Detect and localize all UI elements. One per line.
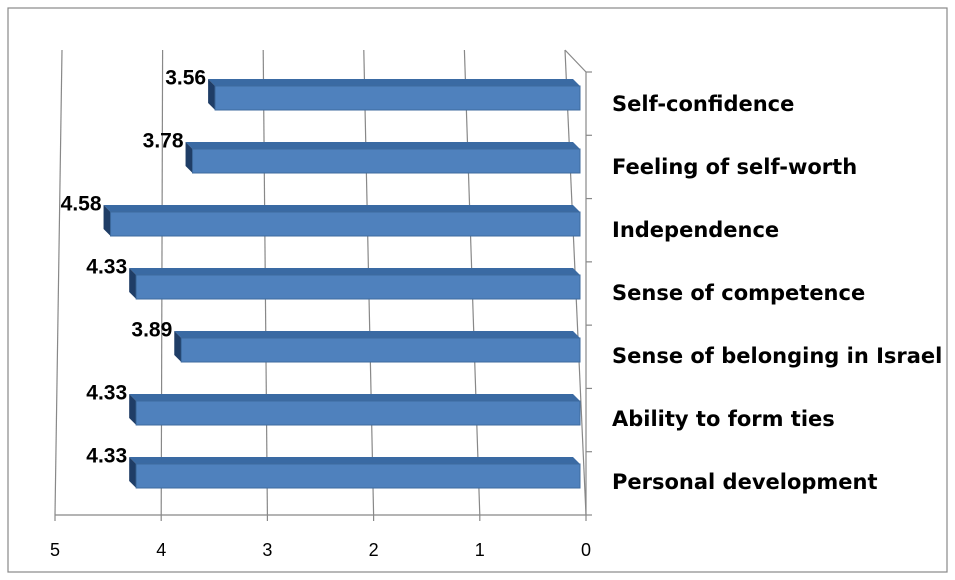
- x-tick-label: 0: [581, 540, 591, 560]
- bar: [135, 400, 581, 426]
- bar: [135, 463, 581, 489]
- bar-end: [174, 331, 182, 362]
- bar-end: [129, 268, 137, 299]
- bar-top: [129, 268, 581, 275]
- bar: [214, 85, 581, 111]
- x-tick-label: 4: [156, 540, 166, 560]
- bar-end: [103, 205, 111, 236]
- data-label: 3.56: [165, 67, 206, 90]
- data-label: 3.89: [131, 319, 172, 342]
- data-label: 4.33: [86, 256, 127, 279]
- bar-top: [185, 142, 581, 149]
- data-label: 4.33: [86, 445, 127, 468]
- y-tick-label: Ability to form ties: [612, 407, 835, 431]
- x-tick-label: 1: [475, 540, 485, 560]
- bar-end: [129, 394, 137, 425]
- bar-end: [129, 457, 137, 488]
- x-tick-label: 3: [262, 540, 272, 560]
- bar-top: [208, 79, 580, 86]
- bar: [192, 148, 581, 174]
- y-tick-label: Feeling of self-worth: [612, 155, 857, 179]
- bar-top: [129, 457, 581, 464]
- x-tick-label: 5: [50, 540, 60, 560]
- grid-line: [54, 49, 63, 516]
- bar-top: [103, 205, 581, 212]
- data-label: 3.78: [143, 130, 184, 153]
- data-label: 4.58: [61, 193, 102, 216]
- y-tick-label: Personal development: [612, 470, 878, 494]
- y-axis: [564, 49, 587, 73]
- bar: [110, 211, 581, 237]
- bar: [135, 274, 581, 300]
- bar-end: [185, 142, 193, 173]
- x-tick-label: 2: [369, 540, 379, 560]
- bar-top: [174, 331, 580, 338]
- y-tick-label: Self-confidence: [612, 92, 794, 116]
- bar: [180, 337, 581, 363]
- y-tick-label: Sense of competence: [612, 281, 865, 305]
- bar-end: [208, 79, 216, 110]
- bar-top: [129, 394, 581, 401]
- y-tick-label: Independence: [612, 218, 779, 242]
- y-tick-label: Sense of belonging in Israel: [612, 344, 942, 368]
- data-label: 4.33: [86, 382, 127, 405]
